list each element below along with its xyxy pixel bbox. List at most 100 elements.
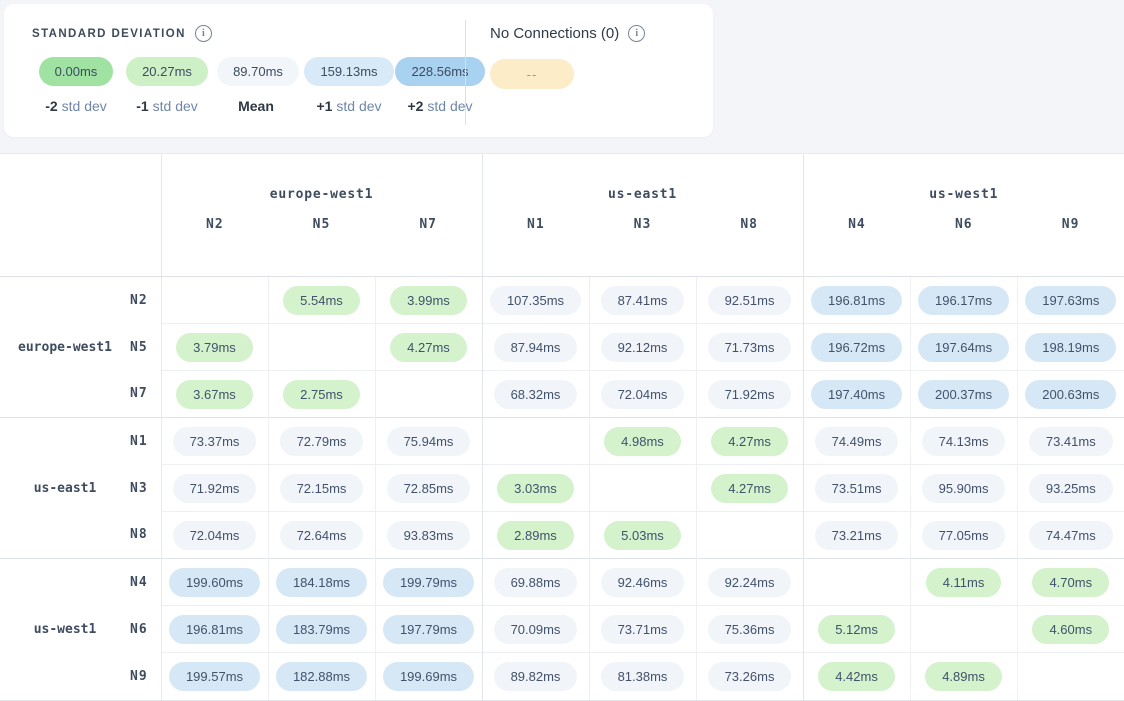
latency-cell[interactable]: 3.67ms — [160, 370, 268, 418]
latency-cell[interactable]: 75.36ms — [695, 605, 804, 653]
latency-badge: 71.73ms — [707, 332, 792, 362]
latency-cell[interactable]: 200.63ms — [1016, 370, 1124, 418]
latency-cell[interactable]: 75.94ms — [374, 417, 482, 465]
latency-cell[interactable]: 4.27ms — [374, 323, 482, 371]
latency-cell[interactable]: 92.24ms — [695, 558, 804, 606]
latency-cell[interactable]: 5.54ms — [267, 276, 375, 324]
latency-cell[interactable]: 4.11ms — [909, 558, 1018, 606]
latency-cell[interactable]: 81.38ms — [588, 652, 696, 700]
latency-cell[interactable]: 87.94ms — [481, 323, 589, 371]
column-node-label: N7 — [419, 217, 437, 232]
column-region-label: europe-west1 — [269, 187, 374, 202]
latency-cell[interactable]: 93.83ms — [374, 511, 482, 559]
legend-item: 228.56ms +2 std dev — [395, 57, 485, 114]
latency-cell[interactable]: 95.90ms — [909, 464, 1018, 512]
latency-cell[interactable]: 89.82ms — [481, 652, 589, 700]
column-node-label: N2 — [206, 217, 224, 232]
latency-cell[interactable]: 70.09ms — [481, 605, 589, 653]
latency-cell[interactable]: 77.05ms — [909, 511, 1018, 559]
latency-table: europe-west1 N2 N5 N7 us-east1 N1 N3 N8 us-west1… — [0, 154, 1124, 700]
latency-cell[interactable]: 73.21ms — [802, 511, 911, 559]
info-icon[interactable]: i — [628, 25, 646, 42]
latency-cell[interactable]: 71.92ms — [695, 370, 804, 418]
latency-cell[interactable]: 2.89ms — [481, 511, 589, 559]
latency-badge: 74.47ms — [1028, 520, 1113, 550]
legend-panel: STANDARD DEVIATION i 0.00ms -2 std dev 20… — [4, 4, 713, 137]
latency-cell[interactable]: 182.88ms — [267, 652, 375, 700]
latency-cell[interactable]: 68.32ms — [481, 370, 589, 418]
matrix-row: europe-west1 N2 5.54ms 3.99ms 107.35ms 87.41m… — [0, 276, 1124, 418]
legend-item: 20.27ms -1 std dev — [123, 57, 211, 114]
no-connections-badge: -- — [490, 59, 574, 89]
latency-cell[interactable]: 4.60ms — [1016, 605, 1124, 653]
latency-badge: 4.27ms — [390, 332, 467, 362]
latency-cell[interactable]: 92.46ms — [588, 558, 696, 606]
latency-badge: 182.88ms — [275, 661, 368, 691]
legend-item: 159.13ms +1 std dev — [304, 57, 394, 114]
latency-cell[interactable]: 74.49ms — [802, 417, 911, 465]
latency-cell[interactable]: 73.26ms — [695, 652, 804, 700]
latency-cell[interactable]: 197.63ms — [1016, 276, 1124, 324]
latency-cell[interactable]: 69.88ms — [481, 558, 589, 606]
latency-cell[interactable]: 73.41ms — [1016, 417, 1124, 465]
latency-cell[interactable]: 4.42ms — [802, 652, 911, 700]
latency-cell[interactable]: 72.15ms — [267, 464, 375, 512]
latency-cell[interactable]: 3.79ms — [160, 323, 268, 371]
latency-cell[interactable]: 199.79ms — [374, 558, 482, 606]
matrix-header-row: europe-west1 N2 N5 N7 us-east1 N1 N3 N8 us-west1… — [0, 154, 1124, 277]
info-icon[interactable]: i — [194, 25, 212, 42]
latency-cell[interactable]: 74.47ms — [1016, 511, 1124, 559]
latency-cell[interactable]: 73.37ms — [160, 417, 268, 465]
latency-cell[interactable]: 198.19ms — [1016, 323, 1124, 371]
latency-cell[interactable]: 87.41ms — [588, 276, 696, 324]
latency-cell[interactable]: 4.27ms — [695, 417, 804, 465]
latency-cell[interactable]: 107.35ms — [481, 276, 589, 324]
latency-cell[interactable]: 196.17ms — [909, 276, 1018, 324]
latency-cell[interactable]: 3.99ms — [374, 276, 482, 324]
latency-cell[interactable]: 92.51ms — [695, 276, 804, 324]
latency-cell[interactable]: 4.98ms — [588, 417, 696, 465]
latency-cell[interactable]: 73.71ms — [588, 605, 696, 653]
latency-cell[interactable]: 199.57ms — [160, 652, 268, 700]
matrix-row: N8 72.04ms 72.64ms 93.83ms 2.89ms 5.03ms 73.21… — [0, 511, 1124, 559]
latency-cell[interactable]: 4.27ms — [695, 464, 804, 512]
row-node-label: N6 — [130, 621, 148, 637]
latency-cell[interactable]: 5.12ms — [802, 605, 911, 653]
latency-cell[interactable]: 92.12ms — [588, 323, 696, 371]
latency-cell[interactable]: 72.04ms — [588, 370, 696, 418]
latency-cell[interactable]: 197.40ms — [802, 370, 911, 418]
latency-cell[interactable]: 5.03ms — [588, 511, 696, 559]
latency-cell[interactable]: 72.85ms — [374, 464, 482, 512]
latency-cell[interactable]: 74.13ms — [909, 417, 1018, 465]
latency-cell[interactable]: 199.60ms — [160, 558, 268, 606]
latency-cell — [267, 323, 375, 371]
latency-cell[interactable]: 200.37ms — [909, 370, 1018, 418]
latency-badge: 73.26ms — [707, 661, 792, 691]
latency-cell[interactable]: 3.03ms — [481, 464, 589, 512]
latency-cell[interactable]: 199.69ms — [374, 652, 482, 700]
latency-cell[interactable]: 197.79ms — [374, 605, 482, 653]
latency-badge: 77.05ms — [921, 520, 1006, 550]
latency-cell[interactable]: 4.89ms — [909, 652, 1018, 700]
latency-cell[interactable]: 72.64ms — [267, 511, 375, 559]
latency-badge: 197.40ms — [810, 379, 903, 409]
latency-badge: 95.90ms — [921, 473, 1006, 503]
latency-cell[interactable]: 93.25ms — [1016, 464, 1124, 512]
column-group-header: us-west1 N4 N6 N9 — [802, 154, 1124, 277]
latency-cell[interactable]: 184.18ms — [267, 558, 375, 606]
latency-cell[interactable]: 71.92ms — [160, 464, 268, 512]
latency-cell[interactable]: 72.79ms — [267, 417, 375, 465]
legend-badge: 89.70ms — [217, 57, 299, 86]
latency-cell — [695, 511, 804, 559]
latency-cell[interactable]: 71.73ms — [695, 323, 804, 371]
latency-cell[interactable]: 73.51ms — [802, 464, 911, 512]
latency-cell[interactable]: 72.04ms — [160, 511, 268, 559]
latency-cell[interactable]: 2.75ms — [267, 370, 375, 418]
latency-cell[interactable]: 4.70ms — [1016, 558, 1124, 606]
latency-cell[interactable]: 196.81ms — [160, 605, 268, 653]
latency-cell[interactable]: 197.64ms — [909, 323, 1018, 371]
latency-cell[interactable]: 196.81ms — [802, 276, 911, 324]
latency-cell[interactable]: 196.72ms — [802, 323, 911, 371]
legend-label-strong: +2 — [407, 98, 424, 114]
latency-cell[interactable]: 183.79ms — [267, 605, 375, 653]
